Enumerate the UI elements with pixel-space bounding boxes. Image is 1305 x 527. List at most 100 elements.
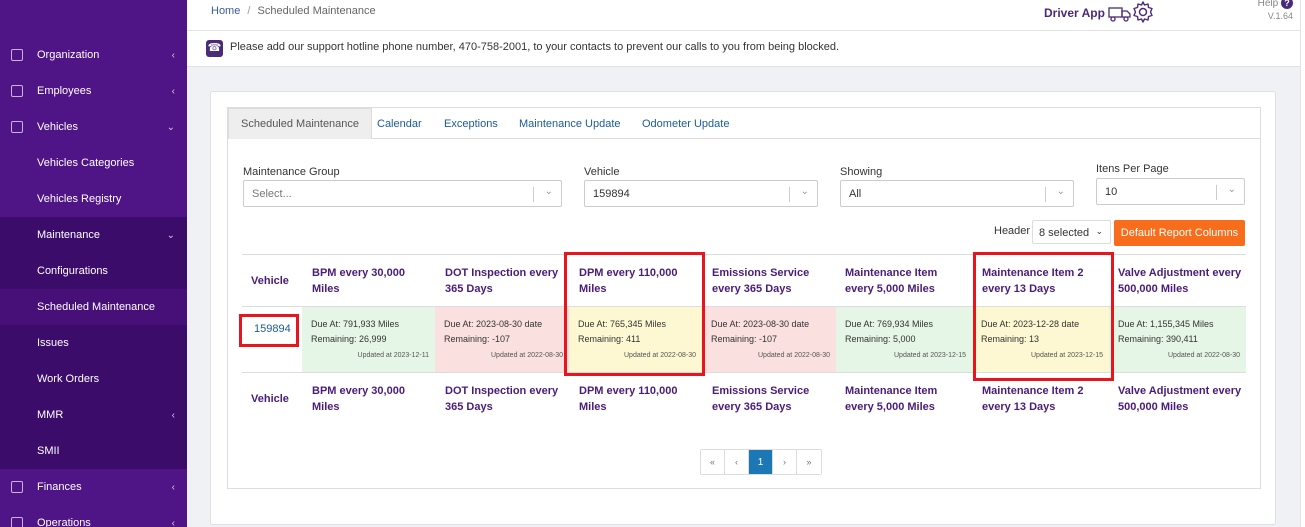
tab-scheduled-maintenance[interactable]: Scheduled Maintenance bbox=[228, 108, 373, 139]
column-header-maintenance-item: Maintenance Item every 5,000 Miles bbox=[845, 267, 938, 295]
sidebar-item-finances[interactable]: Finances ‹ bbox=[0, 469, 187, 505]
sidebar-item-label: MMR bbox=[37, 409, 64, 421]
help-icon[interactable]: ? bbox=[1281, 0, 1293, 9]
gear-icon[interactable] bbox=[1131, 0, 1155, 24]
select-divider bbox=[1216, 185, 1217, 200]
due-at: Due At: 2023-08-30 date bbox=[711, 319, 810, 329]
phone-icon: ☎ bbox=[206, 40, 223, 57]
sidebar-item-scheduled-maintenance[interactable]: Scheduled Maintenance bbox=[0, 289, 187, 325]
chevron-left-icon: ‹ bbox=[171, 85, 175, 97]
sidebar-item-vehicles[interactable]: Vehicles ⌄ bbox=[0, 109, 187, 145]
page-last-button[interactable]: » bbox=[797, 450, 821, 474]
column-header-emissions: Emissions Service every 365 Days bbox=[712, 267, 810, 295]
sidebar-item-vehicles-categories[interactable]: Vehicles Categories bbox=[0, 145, 187, 181]
table-header-row: Vehicle BPM every 30,000 Miles DOT Inspe… bbox=[242, 254, 1246, 306]
updated-at: Updated at 2022-08-30 bbox=[624, 352, 696, 359]
maintenance-cell: Due At: 2023-08-30 date Remaining: -107 … bbox=[702, 307, 836, 373]
vehicle-cell: 159894 bbox=[242, 307, 302, 373]
due-at: Due At: 2023-08-30 date bbox=[444, 319, 543, 329]
updated-at: Updated at 2023-12-11 bbox=[357, 352, 429, 359]
truck-icon bbox=[11, 121, 23, 133]
tab-maintenance-update[interactable]: Maintenance Update bbox=[519, 117, 621, 130]
highlight-dpm-column bbox=[564, 252, 705, 376]
vehicle-select[interactable]: 159894 ⌄ bbox=[584, 180, 818, 207]
column-footer-dpm: DPM every 110,000 Miles bbox=[579, 385, 678, 413]
sidebar-item-configurations[interactable]: Configurations bbox=[0, 253, 187, 289]
maintenance-cell: Due At: 2023-12-28 date Remaining: 13 Up… bbox=[972, 307, 1109, 373]
due-at: Due At: 791,933 Miles bbox=[311, 319, 400, 329]
select-value: Select... bbox=[252, 188, 292, 200]
tab-calendar[interactable]: Calendar bbox=[377, 117, 422, 130]
column-footer-dot: DOT Inspection every 365 Days bbox=[445, 385, 559, 413]
select-value: 8 selected bbox=[1039, 227, 1090, 239]
highlight-maintenance-item-2-column bbox=[973, 252, 1114, 381]
updated-at: Updated at 2022-08-30 bbox=[1168, 352, 1240, 359]
table-footer-row: Vehicle BPM every 30,000 Miles DOT Inspe… bbox=[242, 372, 1246, 424]
sidebar-item-vehicles-registry[interactable]: Vehicles Registry bbox=[0, 181, 187, 217]
select-divider bbox=[1045, 187, 1046, 202]
select-divider bbox=[533, 187, 534, 202]
chevron-down-icon: ⌄ bbox=[1095, 226, 1103, 236]
sidebar-item-issues[interactable]: Issues bbox=[0, 325, 187, 361]
money-icon bbox=[11, 481, 23, 493]
items-per-page-label: Itens Per Page bbox=[1096, 163, 1169, 175]
maintenance-cell: Due At: 791,933 Miles Remaining: 26,999 … bbox=[302, 307, 435, 373]
chevron-left-icon: ‹ bbox=[171, 49, 175, 61]
building-icon bbox=[11, 49, 23, 61]
maintenance-group-select[interactable]: Select... ⌄ bbox=[243, 180, 562, 207]
default-report-columns-button[interactable]: Default Report Columns bbox=[1114, 220, 1245, 246]
chevron-left-icon: ‹ bbox=[171, 481, 175, 493]
maintenance-cell: Due At: 2023-08-30 date Remaining: -107 … bbox=[435, 307, 569, 373]
page-first-button[interactable]: « bbox=[701, 450, 725, 474]
breadcrumb-home-link[interactable]: Home bbox=[211, 5, 241, 17]
showing-select[interactable]: All ⌄ bbox=[840, 180, 1074, 207]
column-header-valve-adjustment: Valve Adjustment every 500,000 Miles bbox=[1118, 267, 1242, 295]
tab-odometer-update[interactable]: Odometer Update bbox=[642, 117, 730, 130]
pagination: « ‹ 1 › » bbox=[700, 449, 822, 475]
sidebar-item-maintenance[interactable]: Maintenance ⌄ bbox=[0, 217, 187, 253]
showing-label: Showing bbox=[840, 166, 883, 178]
top-bar: Home / Scheduled Maintenance Driver App … bbox=[187, 0, 1305, 30]
truck-icon bbox=[1108, 7, 1131, 22]
sidebar-item-employees[interactable]: Employees ‹ bbox=[0, 73, 187, 109]
sidebar-item-work-orders[interactable]: Work Orders bbox=[0, 361, 187, 397]
chevron-down-icon: ⌄ bbox=[544, 186, 553, 197]
page-next-button[interactable]: › bbox=[773, 450, 797, 474]
column-header-vehicle: Vehicle bbox=[251, 275, 289, 287]
sidebar-item-mmr[interactable]: MMR ‹ bbox=[0, 397, 187, 433]
support-notice: ☎ Please add our support hotline phone n… bbox=[187, 30, 1305, 67]
header-columns-select[interactable]: 8 selected ⌄ bbox=[1032, 220, 1111, 244]
page-prev-button[interactable]: ‹ bbox=[725, 450, 749, 474]
select-value: 10 bbox=[1105, 186, 1118, 198]
sidebar-item-operations[interactable]: Operations ‹ bbox=[0, 505, 187, 527]
help-area[interactable]: Help ? V.1.64 bbox=[1258, 0, 1293, 23]
page-scrollbar[interactable] bbox=[1300, 0, 1305, 527]
items-per-page-select[interactable]: 10 ⌄ bbox=[1096, 178, 1245, 205]
remaining: Remaining: -107 bbox=[444, 334, 511, 344]
sidebar-item-label: Employees bbox=[37, 85, 92, 97]
id-card-icon bbox=[11, 85, 23, 97]
driver-app-link[interactable]: Driver App bbox=[1044, 4, 1132, 22]
sidebar-item-label: Vehicles bbox=[37, 121, 78, 133]
tab-exceptions[interactable]: Exceptions bbox=[444, 117, 498, 130]
maintenance-cell: Due At: 765,345 Miles Remaining: 411 Upd… bbox=[569, 307, 702, 373]
column-footer-bpm: BPM every 30,000 Miles bbox=[312, 385, 405, 413]
updated-at: Updated at 2022-08-30 bbox=[491, 352, 563, 359]
header-label: Header bbox=[994, 225, 1031, 237]
chevron-down-icon: ⌄ bbox=[800, 186, 809, 197]
help-label: Help bbox=[1257, 0, 1279, 9]
sidebar-item-label: Issues bbox=[37, 337, 69, 349]
remaining: Remaining: 13 bbox=[981, 334, 1040, 344]
operations-icon bbox=[11, 517, 23, 527]
vehicle-link[interactable]: 159894 bbox=[254, 323, 291, 335]
column-footer-maintenance-item-2: Maintenance Item 2 every 13 Days bbox=[982, 385, 1084, 413]
sidebar-item-organization[interactable]: Organization ‹ bbox=[0, 37, 187, 73]
page-current-button[interactable]: 1 bbox=[749, 450, 773, 474]
remaining: Remaining: 411 bbox=[578, 334, 641, 344]
column-footer-valve-adjustment: Valve Adjustment every 500,000 Miles bbox=[1118, 385, 1242, 413]
column-footer-maintenance-item: Maintenance Item every 5,000 Miles bbox=[845, 385, 938, 413]
sidebar-item-label: Vehicles Categories bbox=[37, 157, 135, 169]
sidebar-item-smii[interactable]: SMII bbox=[0, 433, 187, 469]
table-row: 159894 Due At: 791,933 Miles Remaining: … bbox=[242, 306, 1246, 373]
updated-at: Updated at 2023-12-15 bbox=[894, 352, 966, 359]
